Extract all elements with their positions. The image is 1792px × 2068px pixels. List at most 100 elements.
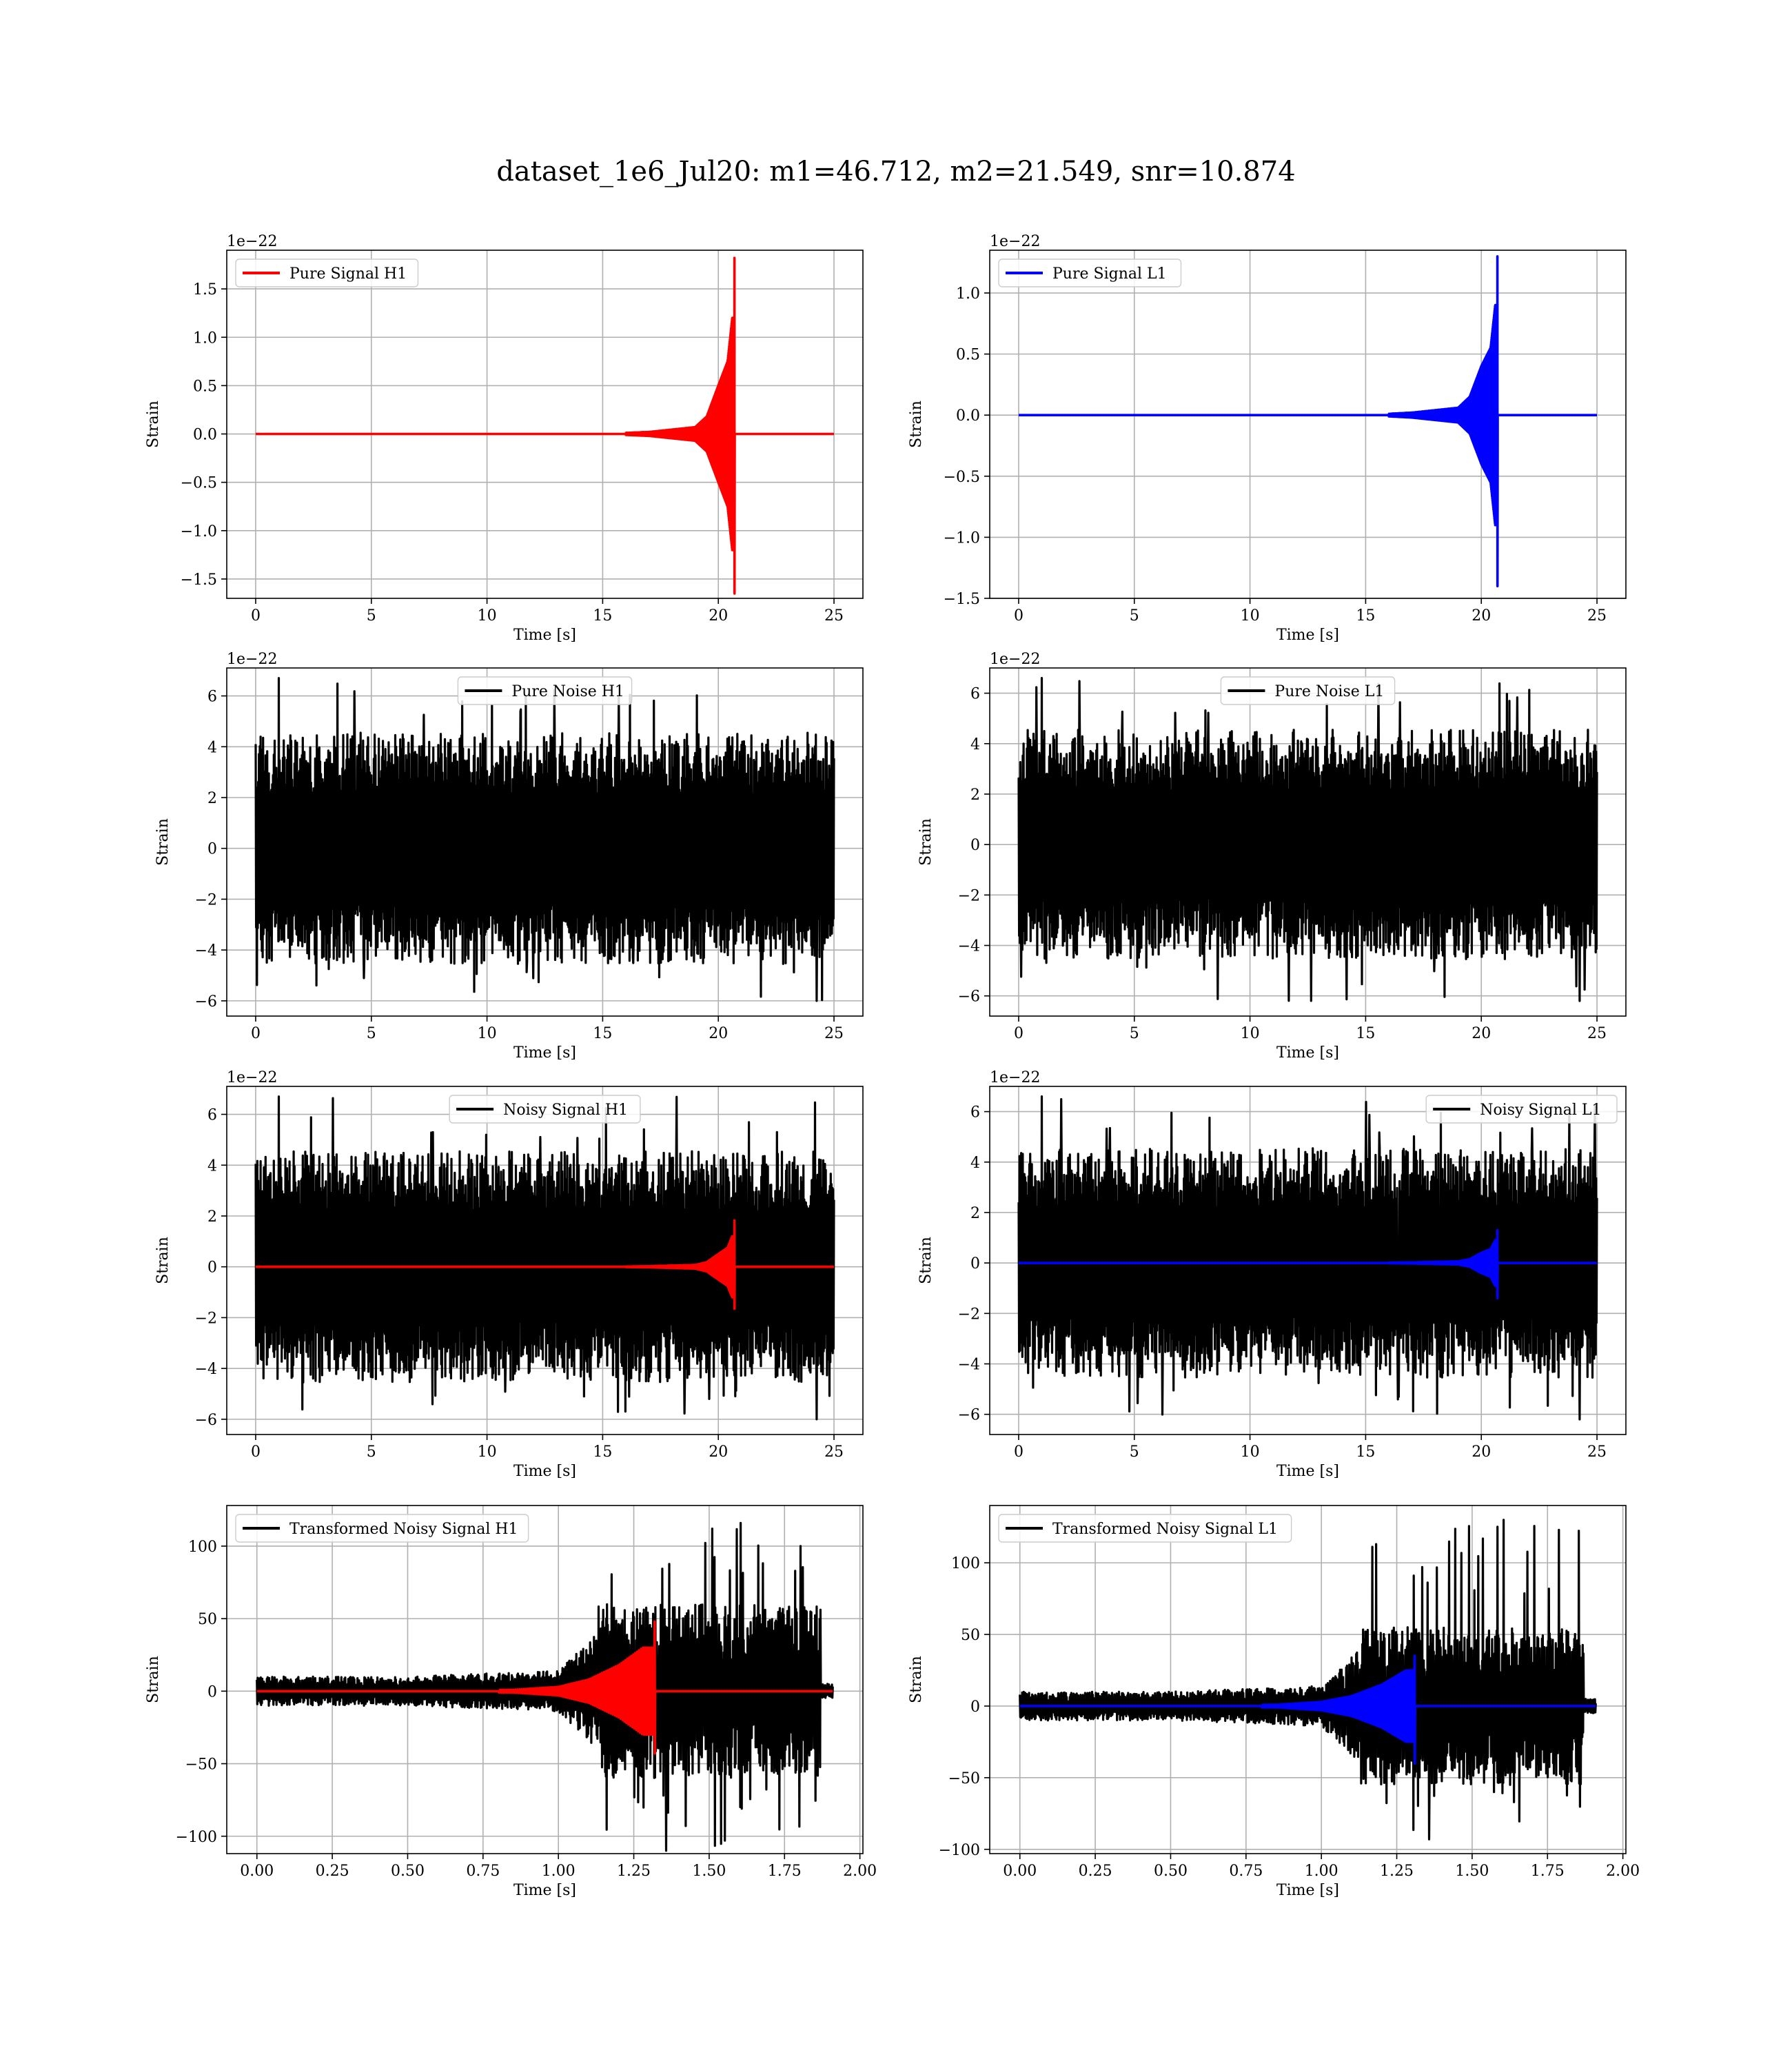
panel-transformed-noisy-signal-l1: 0.00 0.25 0.50 0.75 1.00 1.25 1.50 1.75 2.00 −100…: [908, 1505, 1640, 1899]
y-tick-label: −4: [195, 942, 217, 960]
y-tick-label: 4: [207, 1157, 217, 1175]
y-tick-label: −0.5: [944, 469, 980, 486]
x-tick-label: 5: [1130, 1025, 1139, 1042]
panel-pure-noise-l1: 0 5 10 15 20 25 −6 −4 −2 0 2 4 6 Time [s] Strain 1e−22 P…: [917, 651, 1627, 1062]
series-line-noisy-signal-h1: [254, 1095, 835, 1421]
x-tick-label: 1.75: [768, 1863, 802, 1880]
x-tick-label: 25: [1587, 1025, 1607, 1042]
x-tick-label: 15: [593, 1443, 612, 1461]
offset-text: 1e−22: [227, 233, 277, 250]
y-tick-label: −50: [185, 1756, 217, 1774]
y-tick-label: −4: [958, 938, 980, 955]
y-tick-label: −1.0: [181, 523, 217, 540]
y-tick-label: −4: [195, 1361, 217, 1378]
x-tick-label: 1.00: [1305, 1863, 1338, 1880]
x-tick-label: 0.50: [391, 1863, 425, 1880]
x-tick-label: 1.50: [692, 1863, 726, 1880]
y-axis-label: Strain: [908, 401, 925, 448]
x-tick-label: 10: [1241, 1025, 1260, 1042]
x-tick-label: 0: [251, 1025, 261, 1042]
legend-box: [1220, 676, 1396, 705]
panel-pure-signal-h1: 0 5 10 15 20 25 −1.5 −1.0 −0.5 0.0 0.5 1.0 1.5 Time […: [145, 233, 864, 644]
y-tick-label: 2: [207, 790, 217, 807]
x-tick-label: 5: [1130, 1443, 1139, 1461]
legend-label: Pure Signal H1: [289, 265, 407, 283]
x-tick-label: 20: [709, 1025, 728, 1042]
x-tick-label: 5: [367, 1443, 376, 1461]
y-tick-label: 6: [207, 1107, 217, 1124]
x-axis-label: Time [s]: [513, 627, 576, 644]
legend-box: [449, 1095, 641, 1124]
series-line-noisy-signal-l1: [1017, 1095, 1598, 1421]
legend: Pure Signal H1: [235, 258, 419, 287]
legend-label: Transformed Noisy Signal H1: [289, 1521, 518, 1538]
offset-text: 1e−22: [990, 233, 1040, 250]
panel-noisy-signal-h1: 0 5 10 15 20 25 −6 −4 −2 0 2 4 6 Time [s] Strain 1e−22 N…: [154, 1069, 864, 1480]
x-tick-label: 15: [1356, 1443, 1375, 1461]
x-tick-label: 25: [1587, 1443, 1607, 1461]
y-tick-label: 6: [970, 686, 980, 703]
legend: Noisy Signal H1: [449, 1095, 641, 1124]
legend: Noisy Signal L1: [1425, 1095, 1618, 1124]
x-tick-label: 1.25: [617, 1863, 651, 1880]
x-tick-label: 25: [824, 1025, 844, 1042]
legend: Pure Noise L1: [1220, 676, 1396, 705]
series-line-h1-signal-overlay: [256, 1219, 834, 1310]
offset-text: 1e−22: [227, 1069, 277, 1086]
legend: Transformed Noisy Signal L1: [998, 1514, 1292, 1543]
x-tick-label: 25: [824, 607, 844, 625]
y-tick-label: −6: [195, 993, 217, 1011]
y-tick-label: 4: [970, 736, 980, 753]
y-tick-label: −1.0: [944, 529, 980, 547]
legend-label: Noisy Signal H1: [503, 1102, 628, 1119]
x-axis-label: Time [s]: [1276, 1044, 1339, 1062]
y-tick-label: −0.5: [181, 475, 217, 492]
y-tick-label: 0: [970, 1255, 980, 1273]
x-axis-label: Time [s]: [513, 1463, 576, 1480]
y-tick-label: 4: [970, 1155, 980, 1172]
x-tick-label: 20: [709, 607, 728, 625]
legend-box: [457, 676, 633, 705]
y-tick-label: −6: [958, 989, 980, 1006]
offset-text: 1e−22: [227, 651, 277, 668]
x-axis-label: Time [s]: [1276, 627, 1339, 644]
legend-box: [235, 258, 419, 287]
y-axis-label: Strain: [145, 401, 162, 448]
x-tick-label: 10: [478, 1443, 497, 1461]
series-line-pure-signal-l1: [1019, 255, 1597, 588]
x-tick-label: 2.00: [843, 1863, 877, 1880]
x-tick-label: 20: [1472, 1025, 1491, 1042]
x-axis-label: Time [s]: [513, 1882, 576, 1899]
y-tick-label: −50: [948, 1770, 980, 1787]
axes-frame: [226, 1086, 864, 1435]
x-tick-label: 15: [1356, 607, 1375, 625]
legend-label: Noisy Signal L1: [1480, 1102, 1601, 1119]
x-tick-label: 0.00: [240, 1863, 274, 1880]
y-tick-label: 2: [207, 1208, 217, 1226]
y-tick-label: −4: [958, 1357, 980, 1374]
legend-box: [998, 258, 1182, 287]
offset-text: 1e−22: [990, 651, 1040, 668]
y-tick-label: −2: [195, 1310, 217, 1327]
legend-label: Pure Noise H1: [511, 683, 624, 700]
x-tick-label: 5: [367, 607, 376, 625]
x-tick-label: 15: [593, 607, 612, 625]
panel-pure-noise-h1: 0 5 10 15 20 25 −6 −4 −2 0 2 4 6 Time [s] Strain 1e−22 P…: [154, 651, 864, 1062]
y-tick-label: 50: [961, 1627, 980, 1644]
y-axis-label: Strain: [917, 1237, 935, 1284]
axes-frame: [226, 667, 864, 1017]
y-tick-label: −6: [958, 1407, 980, 1424]
legend-label: Transformed Noisy Signal L1: [1052, 1521, 1278, 1538]
series-line-h1-signal-overlay: [256, 1620, 833, 1755]
y-tick-label: 6: [207, 689, 217, 706]
y-tick-label: 100: [951, 1555, 980, 1572]
legend-label: Pure Signal L1: [1052, 265, 1167, 283]
legend-box: [998, 1514, 1292, 1543]
y-tick-label: 6: [970, 1104, 980, 1122]
y-tick-label: −1.5: [181, 571, 217, 589]
axes-frame: [989, 667, 1627, 1017]
axes-frame: [989, 1505, 1627, 1854]
series-line-pure-noise-l1: [1017, 677, 1598, 1002]
series-line-transformed-noisy-signal-l1: [1019, 1519, 1597, 1841]
